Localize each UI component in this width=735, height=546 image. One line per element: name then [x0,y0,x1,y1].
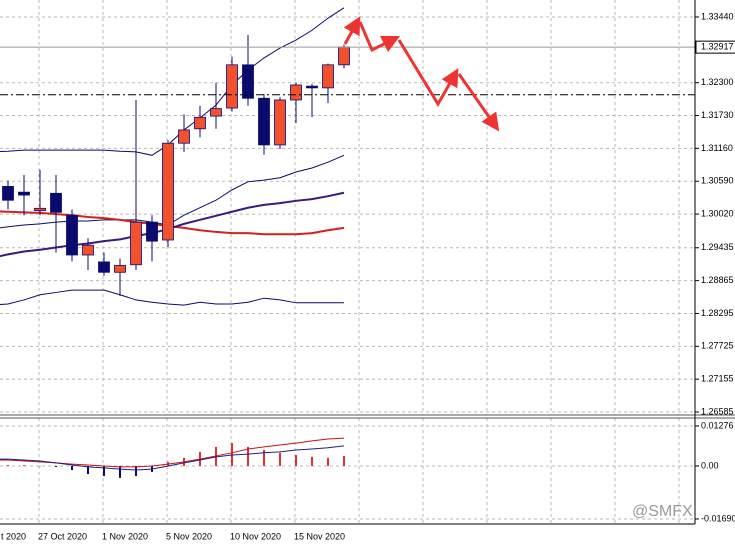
current-price-label: 1.32917 [701,42,734,52]
grid-layer [0,0,695,524]
candle-body [66,214,78,256]
forecast-arrow [358,21,401,53]
y-tick-label: 1.31160 [701,143,733,153]
candle-body [18,191,30,196]
histogram-bar [71,465,73,471]
watermark: @SMFX [632,503,693,520]
x-tick-label: t 2020 [1,531,26,541]
x-tick-label: 1 Nov 2020 [102,531,148,541]
histogram-bar [23,465,25,466]
candle-body [258,97,270,146]
y-tick-label: 1.30590 [701,176,734,186]
y-tick-label: 1.28865 [701,275,734,285]
y-tick-label: -0.01690 [701,513,735,523]
histogram-bar [311,456,313,466]
y-tick-label: 1.27155 [701,374,734,384]
candle-body [2,186,14,201]
candle-body [338,46,350,66]
axis-layer: t 2020 27 Oct 2020 1 Nov 2020 5 Nov 2020 10 … [1,11,735,541]
candle-body [226,64,238,109]
y-tick-label: 1.30020 [701,208,734,218]
candle-body [322,64,334,89]
y-tick-label: 0.00 [701,460,719,470]
x-tick-label: 27 Oct 2020 [38,531,87,541]
histogram-bar [55,465,57,467]
candle-body [146,221,158,242]
forecast-arrow [397,39,459,107]
histogram-bar [327,457,329,466]
candle-body [306,85,318,89]
candle-body [114,264,126,273]
candle-body [210,108,222,117]
overlay-line [0,289,344,306]
current-price-box [695,40,735,54]
histogram-bar [119,465,121,478]
y-tick-label: 1.27725 [701,341,734,351]
histogram-bar [135,465,137,477]
candle-body [194,116,206,130]
histogram-bar [7,465,9,466]
histogram-bar [343,455,345,466]
candle-body [274,99,286,146]
y-tick-label: 1.33440 [701,11,734,21]
candle-body [98,261,110,273]
forecast-arrow [457,73,500,132]
histogram-bar [295,455,297,466]
candle-body [290,84,302,101]
main-panel [0,7,695,306]
candle-body [50,192,62,213]
histogram-bar [39,465,41,467]
candle-body [130,221,142,266]
x-tick-label: 15 Nov 2020 [294,531,345,541]
indicator-line [0,445,345,471]
candle-body [82,244,94,256]
y-tick-label: 1.28295 [701,308,734,318]
candle-body [178,129,190,144]
x-tick-label: 5 Nov 2020 [166,531,212,541]
y-tick-label: 0.01276 [701,420,734,430]
y-tick-label: 1.31730 [701,110,734,120]
y-tick-label: 1.29435 [701,242,734,252]
histogram-bar [87,465,89,475]
candle-body [162,142,174,241]
x-tick-label: 10 Nov 2020 [230,531,281,541]
histogram-bar [247,446,249,466]
forecast-arrow [343,16,361,45]
indicator-panel [0,437,345,478]
candle-body [34,207,46,212]
forecast-arrows [343,16,500,132]
y-tick-label: 1.26585 [701,406,734,416]
histogram-bar [279,452,281,466]
y-tick-label: 1.32300 [701,77,734,87]
candle-body [242,64,254,99]
histogram-bar [263,449,265,466]
histogram-bar [103,465,105,477]
